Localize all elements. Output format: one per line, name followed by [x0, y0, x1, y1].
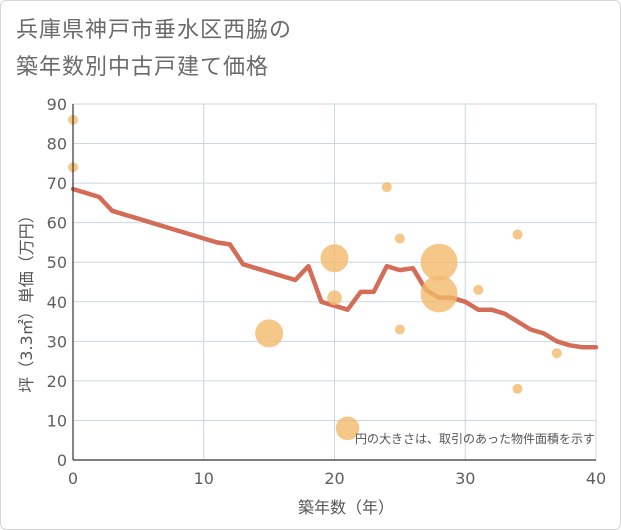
chart-title-line-2: 築年数別中古戸建て価格: [16, 55, 270, 80]
data-point: [320, 244, 349, 273]
data-point: [473, 284, 484, 295]
data-point: [335, 416, 360, 441]
y-axis-label: 坪（3.3㎡）単価（万円）: [17, 207, 36, 392]
x-tick-label: 20: [324, 469, 344, 488]
data-point: [420, 275, 458, 313]
y-tick-label: 20: [47, 372, 67, 391]
data-point: [512, 383, 523, 394]
data-point: [394, 324, 405, 335]
data-point: [420, 243, 458, 281]
y-tick-label: 60: [47, 214, 67, 233]
x-tick-label: 40: [586, 469, 606, 488]
y-tick-label: 40: [47, 293, 67, 312]
x-axis-label: 築年数（年）: [298, 498, 394, 517]
y-tick-label: 10: [47, 411, 67, 430]
y-tick-label: 80: [47, 135, 67, 154]
y-tick-label: 90: [47, 95, 67, 114]
x-tick-label: 30: [455, 469, 475, 488]
trend-line: [70, 186, 599, 350]
data-point: [394, 233, 405, 244]
y-tick-label: 50: [47, 253, 67, 272]
chart-title-line-1: 兵庫県神戸市垂水区西脇の: [16, 18, 293, 43]
data-point: [512, 229, 523, 240]
y-tick-label: 0: [57, 451, 67, 470]
y-tick-label: 70: [47, 174, 67, 193]
chart-title: 兵庫県神戸市垂水区西脇の 築年数別中古戸建て価格: [16, 12, 292, 86]
x-tick-label: 0: [68, 469, 78, 488]
chart-note: 円の大きさは、取引のあった物件面積を示す: [355, 431, 595, 446]
data-point: [255, 319, 284, 348]
y-tick-label: 30: [47, 332, 67, 351]
data-point: [327, 290, 342, 306]
x-tick-label: 10: [194, 469, 214, 488]
data-point: [551, 348, 562, 359]
data-point: [381, 182, 392, 193]
